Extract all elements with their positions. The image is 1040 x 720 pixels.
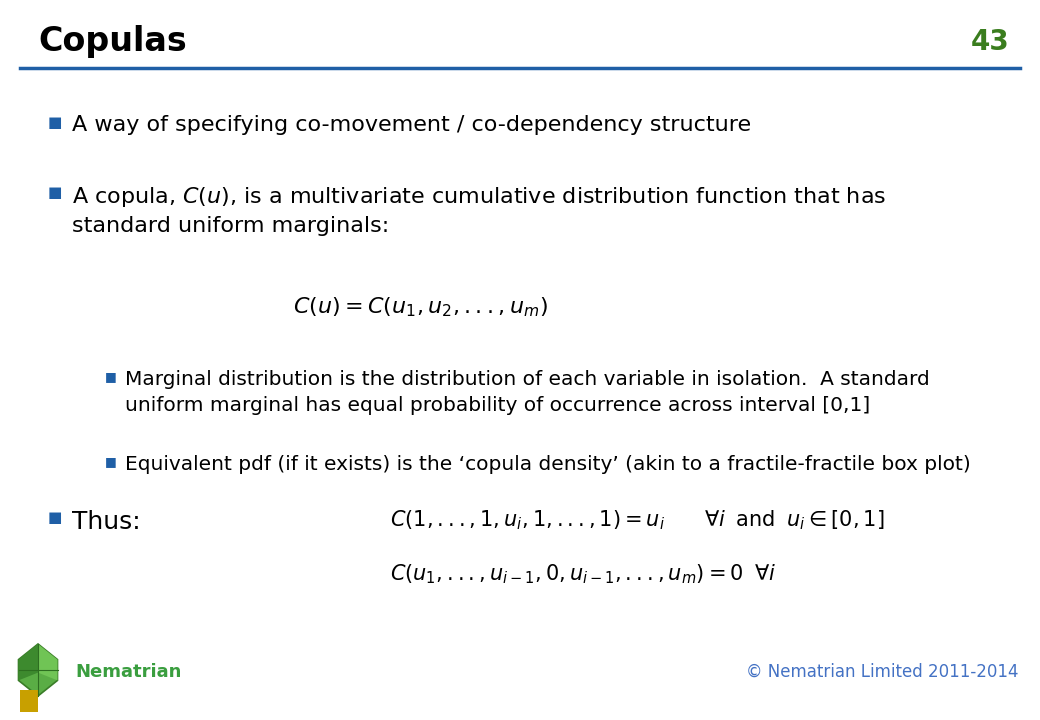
Text: © Nematrian Limited 2011-2014: © Nematrian Limited 2011-2014 [746,663,1018,681]
Text: ■: ■ [48,185,62,200]
Text: Copulas: Copulas [38,25,187,58]
Text: ■: ■ [105,455,116,468]
Text: $C\left(u\right)=C\left(u_1,u_2,...,u_m\right)$: $C\left(u\right)=C\left(u_1,u_2,...,u_m\… [292,295,547,318]
Text: ■: ■ [48,115,62,130]
Text: A copula, $C(u)$, is a multivariate cumulative distribution function that has
st: A copula, $C(u)$, is a multivariate cumu… [72,185,886,236]
Polygon shape [19,644,38,680]
Text: $C\left(1,...,1,u_i,1,...,1\right)=u_i \qquad \forall i\;\; \mathrm{and}\;\; u_i: $C\left(1,...,1,u_i,1,...,1\right)=u_i \… [390,508,884,531]
Text: ■: ■ [48,510,62,525]
Polygon shape [19,644,57,696]
Text: A way of specifying co-movement / co-dependency structure: A way of specifying co-movement / co-dep… [72,115,751,135]
Text: Marginal distribution is the distribution of each variable in isolation.  A stan: Marginal distribution is the distributio… [125,370,930,415]
Text: ■: ■ [105,370,116,383]
Text: Thus:: Thus: [72,510,140,534]
Bar [20,690,38,712]
Text: $C\left(u_1,...,u_{i-1},0,u_{i-1},...,u_m\right)=0\;\; \forall i$: $C\left(u_1,...,u_{i-1},0,u_{i-1},...,u_… [390,562,776,585]
Polygon shape [38,644,57,680]
Text: Equivalent pdf (if it exists) is the ‘copula density’ (akin to a fractile-fracti: Equivalent pdf (if it exists) is the ‘co… [125,455,970,474]
Text: Nematrian: Nematrian [75,663,181,681]
Text: 43: 43 [971,28,1010,56]
